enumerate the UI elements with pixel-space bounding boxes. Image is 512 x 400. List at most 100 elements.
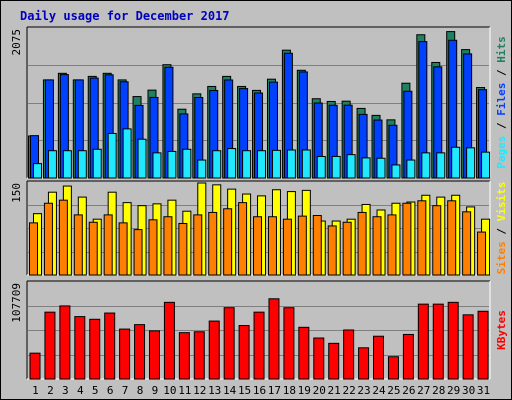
pages-bar xyxy=(301,149,311,179)
sites-bar xyxy=(118,222,128,276)
hits-files-pages-legend-separator: / xyxy=(495,63,508,83)
pages-bar xyxy=(92,148,102,179)
kbytes-bar xyxy=(104,312,116,380)
sites-bar xyxy=(193,214,203,276)
kbytes-bar xyxy=(477,310,489,380)
visits-sites-legend-sites: Sites xyxy=(495,241,508,274)
pages-bar xyxy=(62,150,72,179)
x-tick-label: 17 xyxy=(268,384,281,397)
x-tick-label: 28 xyxy=(432,384,445,397)
sites-bar xyxy=(447,200,457,276)
pages-bar xyxy=(271,149,281,179)
kbytes-bar xyxy=(238,325,250,380)
pages-bar xyxy=(346,154,356,179)
pages-bar xyxy=(182,148,192,179)
kbytes-bar xyxy=(163,301,175,380)
sites-bar xyxy=(267,216,277,276)
kbytes-bar xyxy=(417,303,429,380)
kbytes-bar xyxy=(59,305,71,380)
sites-bar xyxy=(178,222,188,276)
sites-bar xyxy=(163,216,173,276)
pages-bar xyxy=(436,152,446,179)
sites-bar xyxy=(253,216,263,276)
sites-bar xyxy=(477,231,487,276)
kbytes-y-max-label: 107709 xyxy=(10,283,23,323)
x-tick-label: 13 xyxy=(208,384,221,397)
sites-bar xyxy=(462,211,472,276)
pages-bar xyxy=(481,151,491,179)
hits-files-pages-legend-separator: / xyxy=(495,116,508,136)
x-tick-label: 9 xyxy=(152,384,159,397)
sites-bar xyxy=(29,222,38,276)
kbytes-bar xyxy=(148,330,160,380)
kbytes-bar xyxy=(373,335,385,380)
sites-bar xyxy=(58,199,68,276)
sites-bar xyxy=(372,216,382,276)
x-tick-label: 10 xyxy=(163,384,176,397)
sites-bar xyxy=(238,202,248,276)
kbytes-bar xyxy=(402,333,414,380)
pages-bar xyxy=(212,150,222,179)
kbytes-bar xyxy=(44,311,56,380)
x-tick-label: 29 xyxy=(447,384,460,397)
x-tick-label: 25 xyxy=(387,384,400,397)
sites-bar xyxy=(73,214,83,276)
pages-bar xyxy=(197,159,207,179)
x-axis-labels: 1 2 3 4 5 6 7 8 9 10 11 12 13 14 15 16 17 18 19 20 21 22 23 24 2… xyxy=(32,384,490,397)
chart-panels: 2075 Pages / Files / Hits 150 Sites / Visit… xyxy=(10,26,508,380)
kbytes-legend: KBytes xyxy=(495,310,508,350)
kbytes-panel: 107709 KBytes xyxy=(10,280,508,380)
pages-bar xyxy=(107,132,117,179)
x-tick-label: 11 xyxy=(178,384,191,397)
x-tick-label: 16 xyxy=(253,384,266,397)
kbytes-bar xyxy=(432,303,444,380)
pages-bar xyxy=(361,157,371,179)
x-tick-label: 24 xyxy=(372,384,386,397)
visits-sites-legend-separator: / xyxy=(495,221,508,241)
x-tick-label: 30 xyxy=(462,384,475,397)
sites-bar xyxy=(432,205,442,276)
kbytes-bar xyxy=(462,314,474,380)
kbytes-bar xyxy=(29,352,41,380)
x-tick-label: 6 xyxy=(107,384,114,397)
kbytes-bar xyxy=(253,311,265,380)
x-tick-label: 23 xyxy=(357,384,370,397)
sites-bar xyxy=(148,219,158,276)
hits-files-pages-y-max-label: 2075 xyxy=(10,29,23,56)
kbytes-bar xyxy=(447,301,459,380)
pages-bar xyxy=(242,150,252,179)
x-tick-label: 19 xyxy=(298,384,311,397)
x-tick-label: 7 xyxy=(122,384,129,397)
sites-bar xyxy=(133,229,143,276)
pages-bar xyxy=(152,152,162,179)
sites-bar xyxy=(208,211,218,276)
sites-bar xyxy=(417,200,427,276)
x-tick-label: 12 xyxy=(193,384,206,397)
hits-files-pages-legend-pages: Pages xyxy=(495,136,508,169)
kbytes-bar xyxy=(89,318,101,380)
kbytes-bar xyxy=(283,307,295,380)
kbytes-bar xyxy=(387,356,399,380)
kbytes-bar xyxy=(343,329,355,380)
pages-bar xyxy=(227,148,237,179)
kbytes-bar xyxy=(193,331,205,380)
x-tick-label: 21 xyxy=(328,384,341,397)
x-tick-label: 18 xyxy=(283,384,296,397)
chart-title: Daily usage for December 2017 xyxy=(20,9,230,23)
pages-bar xyxy=(47,150,57,179)
pages-bar xyxy=(77,150,87,179)
sites-bar xyxy=(327,225,337,276)
x-tick-label: 4 xyxy=(77,384,84,397)
x-tick-label: 22 xyxy=(342,384,355,397)
sites-bar xyxy=(43,202,53,276)
kbytes-bar xyxy=(74,316,86,380)
kbytes-bar xyxy=(208,320,220,380)
x-tick-label: 8 xyxy=(137,384,144,397)
x-tick-label: 2 xyxy=(47,384,54,397)
kbytes-legend-kbytes: KBytes xyxy=(495,310,508,350)
kbytes-bar xyxy=(223,307,235,380)
kbytes-bar xyxy=(178,332,190,380)
x-tick-label: 1 xyxy=(32,384,39,397)
x-tick-label: 3 xyxy=(62,384,69,397)
x-tick-label: 5 xyxy=(92,384,99,397)
